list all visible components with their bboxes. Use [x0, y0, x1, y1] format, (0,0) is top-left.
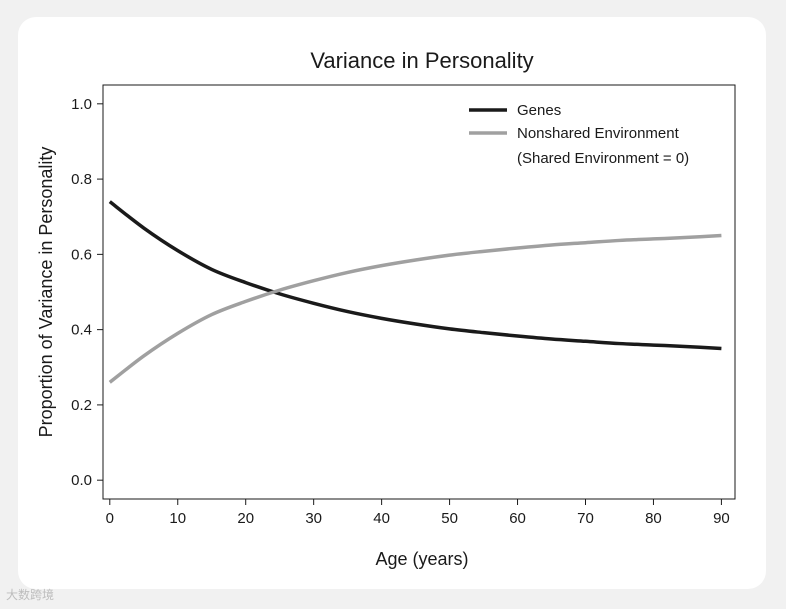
y-tick-label: 1.0: [71, 96, 92, 113]
x-tick-label: 70: [577, 510, 594, 527]
y-tick-label: 0.4: [71, 322, 92, 339]
chart-card: Variance in Personality 0.0 0.2 0.4 0.6 0.8 1…: [18, 17, 766, 589]
x-tick-label: 30: [305, 510, 322, 527]
x-tick-label: 50: [441, 510, 458, 527]
x-axis-label: Age (years): [375, 549, 468, 569]
series-line-genes: [108, 200, 722, 351]
x-tick-label: 40: [373, 510, 390, 527]
variance-chart: Variance in Personality 0.0 0.2 0.4 0.6 0.8 1…: [36, 48, 736, 569]
chart-title: Variance in Personality: [310, 48, 533, 73]
y-tick-label: 0.8: [71, 171, 92, 188]
legend-label: Genes: [517, 102, 561, 119]
watermark-logo: 大数跨境: [6, 586, 54, 603]
x-axis: 0 10 20 30 40 50 60 70 80 90: [106, 499, 730, 527]
series-layer: [108, 200, 722, 384]
y-tick-label: 0.2: [71, 397, 92, 414]
x-tick-label: 60: [509, 510, 526, 527]
x-tick-label: 80: [645, 510, 662, 527]
legend-label: Nonshared Environment: [517, 125, 680, 142]
legend: Genes Nonshared Environment (Shared Enviro…: [469, 102, 689, 167]
legend-note: (Shared Environment = 0): [517, 150, 689, 167]
series-line-nonshared-environment: [108, 233, 722, 384]
y-tick-label: 0.6: [71, 246, 92, 263]
x-tick-label: 10: [169, 510, 186, 527]
x-tick-label: 20: [237, 510, 254, 527]
watermark-text: 大数跨境: [6, 588, 55, 602]
y-axis-label: Proportion of Variance in Personality: [36, 147, 56, 438]
x-tick-label: 0: [106, 510, 114, 527]
plot-frame: [102, 84, 736, 500]
x-tick-label: 90: [713, 510, 730, 527]
y-axis: 0.0 0.2 0.4 0.6 0.8 1.0: [71, 96, 103, 489]
y-tick-label: 0.0: [71, 472, 92, 489]
